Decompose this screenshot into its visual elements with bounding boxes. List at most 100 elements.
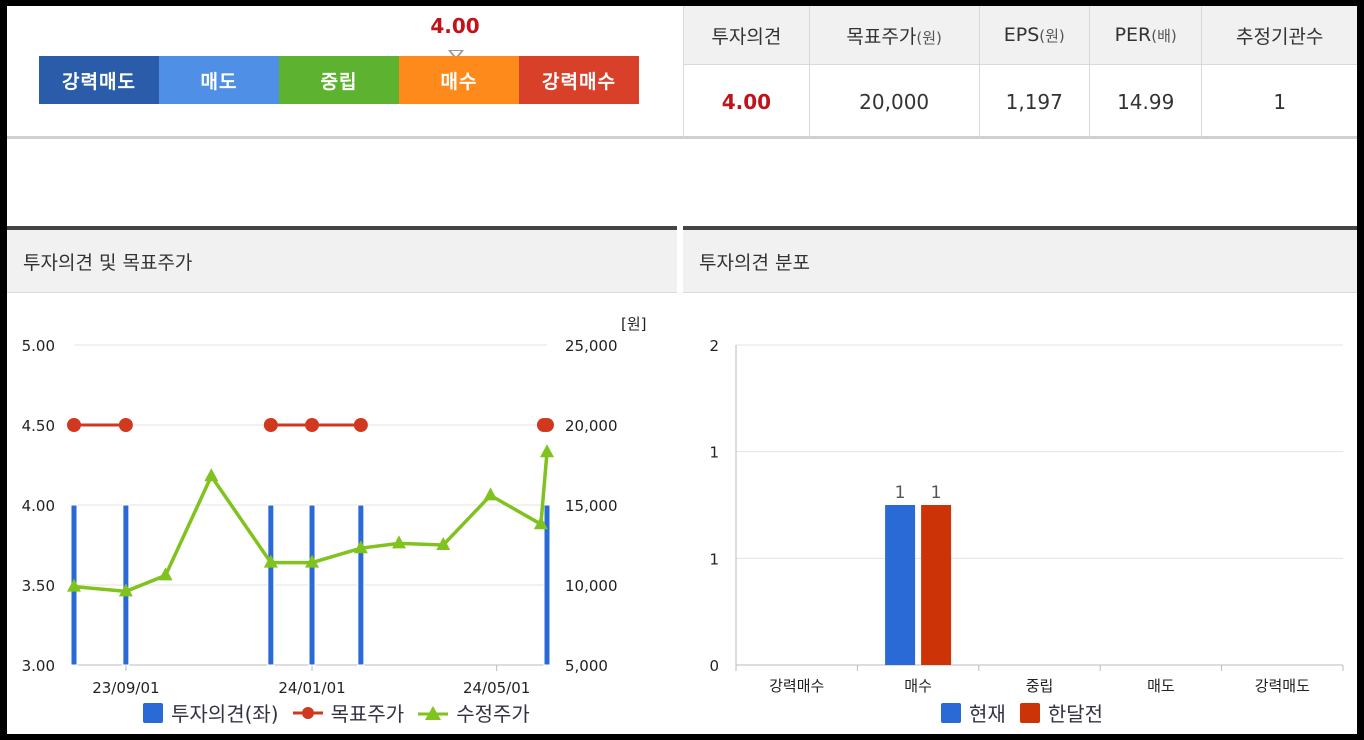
x-category-label: 강력매수 <box>769 677 824 695</box>
adjusted-price-point <box>353 540 368 554</box>
gauge-value: 4.00 <box>430 14 480 38</box>
header-eps-unit: (원) <box>1039 27 1065 45</box>
y-left-tick-label: 3.50 <box>22 577 55 595</box>
header-per-unit: (배) <box>1151 27 1177 45</box>
adjusted-price-point <box>118 583 133 597</box>
target-price-point <box>118 418 133 432</box>
header-per-label: PER <box>1114 24 1152 46</box>
header-estimators: 추정기관수 <box>1201 6 1357 65</box>
y-tick-label: 1 <box>709 550 719 568</box>
x-tick-label: 24/05/01 <box>463 679 530 697</box>
target-price-point <box>263 418 278 432</box>
value-target-price: 20,000 <box>808 64 980 139</box>
x-tick-label: 23/09/01 <box>92 679 159 697</box>
gauge-marker-icon <box>448 50 464 60</box>
distribution-bar-label: 1 <box>931 483 942 503</box>
y-left-tick-label: 4.00 <box>22 497 55 515</box>
gauge-segment-strong-sell: 강력매도 <box>39 56 159 104</box>
opinion-target-title: 투자의견 및 목표주가 <box>7 226 677 293</box>
x-category-label: 강력매도 <box>1255 677 1310 695</box>
summary-value-row: 4.00 20,000 1,197 14.99 1 <box>683 64 1357 139</box>
legend-price-label: 수정주가 <box>456 702 530 726</box>
opinion-distribution-title: 투자의견 분포 <box>683 226 1357 293</box>
y-right-tick-label: 5,000 <box>565 657 608 675</box>
opinion-bar <box>308 504 316 666</box>
opinion-distribution-panel: 투자의견 분포 <box>683 226 1357 293</box>
y-right-tick-label: 15,000 <box>565 497 618 515</box>
adjusted-price-point <box>391 535 406 549</box>
opinion-gauge: 강력매도 매도 중립 매수 강력매수 <box>39 56 639 104</box>
header-opinion-label: 투자의견 <box>711 25 782 48</box>
adjusted-price-point <box>204 468 219 482</box>
gauge-segment-strong-buy: 강력매수 <box>519 56 639 104</box>
y-tick-label: 2 <box>709 337 719 355</box>
value-eps: 1,197 <box>978 64 1090 139</box>
y-right-tick-label: 10,000 <box>565 577 618 595</box>
target-price-point <box>67 418 81 432</box>
legend-opinion-swatch <box>143 702 163 723</box>
adjusted-price-point <box>483 487 498 501</box>
header-eps: EPS(원) <box>978 6 1090 65</box>
adjusted-price-line <box>73 452 549 594</box>
header-per: PER(배) <box>1088 6 1202 65</box>
right-chart-legend: 현재 한달전 <box>941 698 1103 727</box>
summary-section: 4.00 강력매도 매도 중립 매수 강력매수 투자의견 목표주가(원) EPS… <box>7 6 1357 139</box>
distribution-bar <box>885 505 916 665</box>
legend-price-swatch <box>418 705 449 720</box>
legend-item-target: 목표주가 <box>292 698 405 727</box>
x-category-label: 중립 <box>1026 677 1054 695</box>
opinion-distribution-chart: 2 1 1 0 강력매수 매수 중립 매도 강력매도 1 1 <box>709 337 1344 695</box>
legend-target-label: 목표주가 <box>330 702 405 726</box>
y-right-unit-label: [원] <box>621 315 647 333</box>
legend-item-price: 수정주가 <box>418 698 530 727</box>
y-right-tick-label: 20,000 <box>565 417 618 435</box>
adjusted-price-point <box>436 537 451 550</box>
header-estimators-label: 추정기관수 <box>1236 25 1324 48</box>
adjusted-price-point <box>305 554 320 568</box>
opinion-bar <box>543 504 551 666</box>
adjusted-price-point <box>533 516 548 530</box>
opinion-bar <box>357 504 365 666</box>
summary-header-row: 투자의견 목표주가(원) EPS(원) PER(배) 추정기관수 <box>683 6 1357 65</box>
y-tick-label: 0 <box>709 657 719 675</box>
adjusted-price-point <box>67 578 81 592</box>
value-per: 14.99 <box>1088 64 1202 139</box>
legend-item-opinion: 투자의견(좌) <box>143 698 279 727</box>
header-target-price: 목표주가(원) <box>808 6 980 65</box>
gauge-segment-sell: 매도 <box>159 56 279 104</box>
y-tick-label: 1 <box>709 444 719 462</box>
header-target-price-unit: (원) <box>916 28 942 47</box>
x-category-label: 매수 <box>904 677 932 695</box>
x-tick-label: 24/01/01 <box>278 679 345 697</box>
target-price-point <box>540 418 554 432</box>
adjusted-price-point <box>540 444 554 458</box>
legend-item-month-ago: 한달전 <box>1019 698 1103 727</box>
y-left-tick-label: 3.00 <box>22 657 55 675</box>
header-eps-label: EPS <box>1003 24 1040 46</box>
value-estimators: 1 <box>1201 64 1357 139</box>
target-price-point <box>353 418 368 432</box>
y-right-tick-label: 25,000 <box>565 337 618 355</box>
consensus-page: 4.00 강력매도 매도 중립 매수 강력매수 투자의견 목표주가(원) EPS… <box>7 6 1357 734</box>
value-opinion: 4.00 <box>683 64 810 139</box>
legend-item-current: 현재 <box>941 698 1006 727</box>
legend-current-swatch <box>941 702 961 723</box>
distribution-bar-label: 1 <box>895 483 906 503</box>
legend-current-label: 현재 <box>969 702 1006 726</box>
header-opinion: 투자의견 <box>683 6 810 65</box>
gauge-segment-buy: 매수 <box>399 56 519 104</box>
target-price-point <box>305 418 320 432</box>
legend-opinion-label: 투자의견(좌) <box>171 702 279 726</box>
y-left-tick-label: 4.50 <box>22 417 55 435</box>
opinion-bar <box>267 504 275 666</box>
opinion-target-panel: 투자의견 및 목표주가 <box>7 226 677 293</box>
adjusted-price-point <box>263 554 278 568</box>
header-target-price-label: 목표주가 <box>846 25 917 48</box>
adjusted-price-point <box>158 567 173 581</box>
x-category-label: 매도 <box>1147 677 1175 695</box>
legend-target-swatch <box>292 706 323 719</box>
y-left-tick-label: 5.00 <box>22 337 55 355</box>
summary-table: 투자의견 목표주가(원) EPS(원) PER(배) 추정기관수 4.00 20… <box>683 6 1357 139</box>
legend-month-ago-swatch <box>1019 702 1040 723</box>
distribution-bar <box>921 505 952 665</box>
